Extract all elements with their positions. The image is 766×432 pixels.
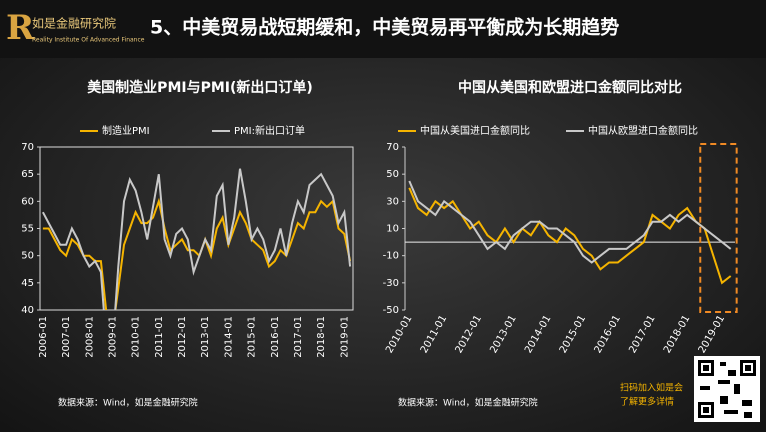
x-tick-label: 2013-01 xyxy=(200,316,211,358)
chart-title: 中国从美国和欧盟进口金额同比对比 xyxy=(458,79,682,96)
x-tick-label: 2015-01 xyxy=(247,316,258,358)
y-tick-label: 70 xyxy=(21,142,34,153)
header-bar xyxy=(0,0,766,58)
legend-label: 中国从美国进口金额同比 xyxy=(420,124,530,137)
x-tick-label: 2012-01 xyxy=(177,316,188,358)
legend-label: PMI:新出口订单 xyxy=(234,124,305,137)
y-tick-label: -30 xyxy=(383,278,399,289)
slide-title: 5、中美贸易战短期缓和，中美贸易再平衡成为长期趋势 xyxy=(150,16,619,39)
x-tick-label: 2011-01 xyxy=(154,316,165,358)
y-tick-label: 10 xyxy=(386,224,399,235)
x-tick-label: 2014-01 xyxy=(223,316,234,358)
y-tick-label: 55 xyxy=(21,224,34,235)
x-tick-label: 2018-01 xyxy=(316,316,327,358)
y-tick-label: 50 xyxy=(21,251,34,262)
logo-name: 如是金融研究院 xyxy=(32,16,116,31)
legend-label: 制造业PMI xyxy=(102,124,150,137)
y-tick-label: 50 xyxy=(386,169,399,180)
source: 数据来源：Wind，如是金融研究院 xyxy=(58,397,198,409)
x-tick-label: 2019-01 xyxy=(339,316,350,358)
source: 数据来源：Wind，如是金融研究院 xyxy=(398,397,538,409)
qr-text: 扫码加入如是会 xyxy=(620,382,683,394)
y-tick-label: 30 xyxy=(386,196,399,207)
x-tick-label: 2016-01 xyxy=(270,316,281,358)
x-tick-label: 2017-01 xyxy=(293,316,304,358)
x-tick-label: 2006-01 xyxy=(38,316,49,358)
highlight-box xyxy=(699,143,738,313)
qr-text: 了解更多详情 xyxy=(620,396,674,408)
x-tick-label: 2007-01 xyxy=(61,316,72,358)
series-line xyxy=(42,168,352,310)
logo-sub: Reality Institute Of Advanced Finance xyxy=(32,37,145,44)
qr-code xyxy=(694,356,760,422)
logo-mark: R xyxy=(6,8,35,48)
legend-label: 中国从欧盟进口金额同比 xyxy=(588,124,698,137)
x-tick-label: 2008-01 xyxy=(84,316,95,358)
y-tick-label: 60 xyxy=(21,196,34,207)
series-line xyxy=(408,180,732,264)
y-tick-label: 40 xyxy=(21,305,34,316)
chart-title: 美国制造业PMI与PMI(新出口订单) xyxy=(87,79,313,96)
y-tick-label: 70 xyxy=(386,142,399,153)
x-tick-label: 2010-01 xyxy=(131,316,142,358)
y-tick-label: 45 xyxy=(21,278,34,289)
y-tick-label: 65 xyxy=(21,169,34,180)
y-tick-label: -10 xyxy=(383,251,399,262)
series-line xyxy=(42,197,352,310)
x-tick-label: 2009-01 xyxy=(107,316,118,358)
y-tick-label: -50 xyxy=(383,305,399,316)
